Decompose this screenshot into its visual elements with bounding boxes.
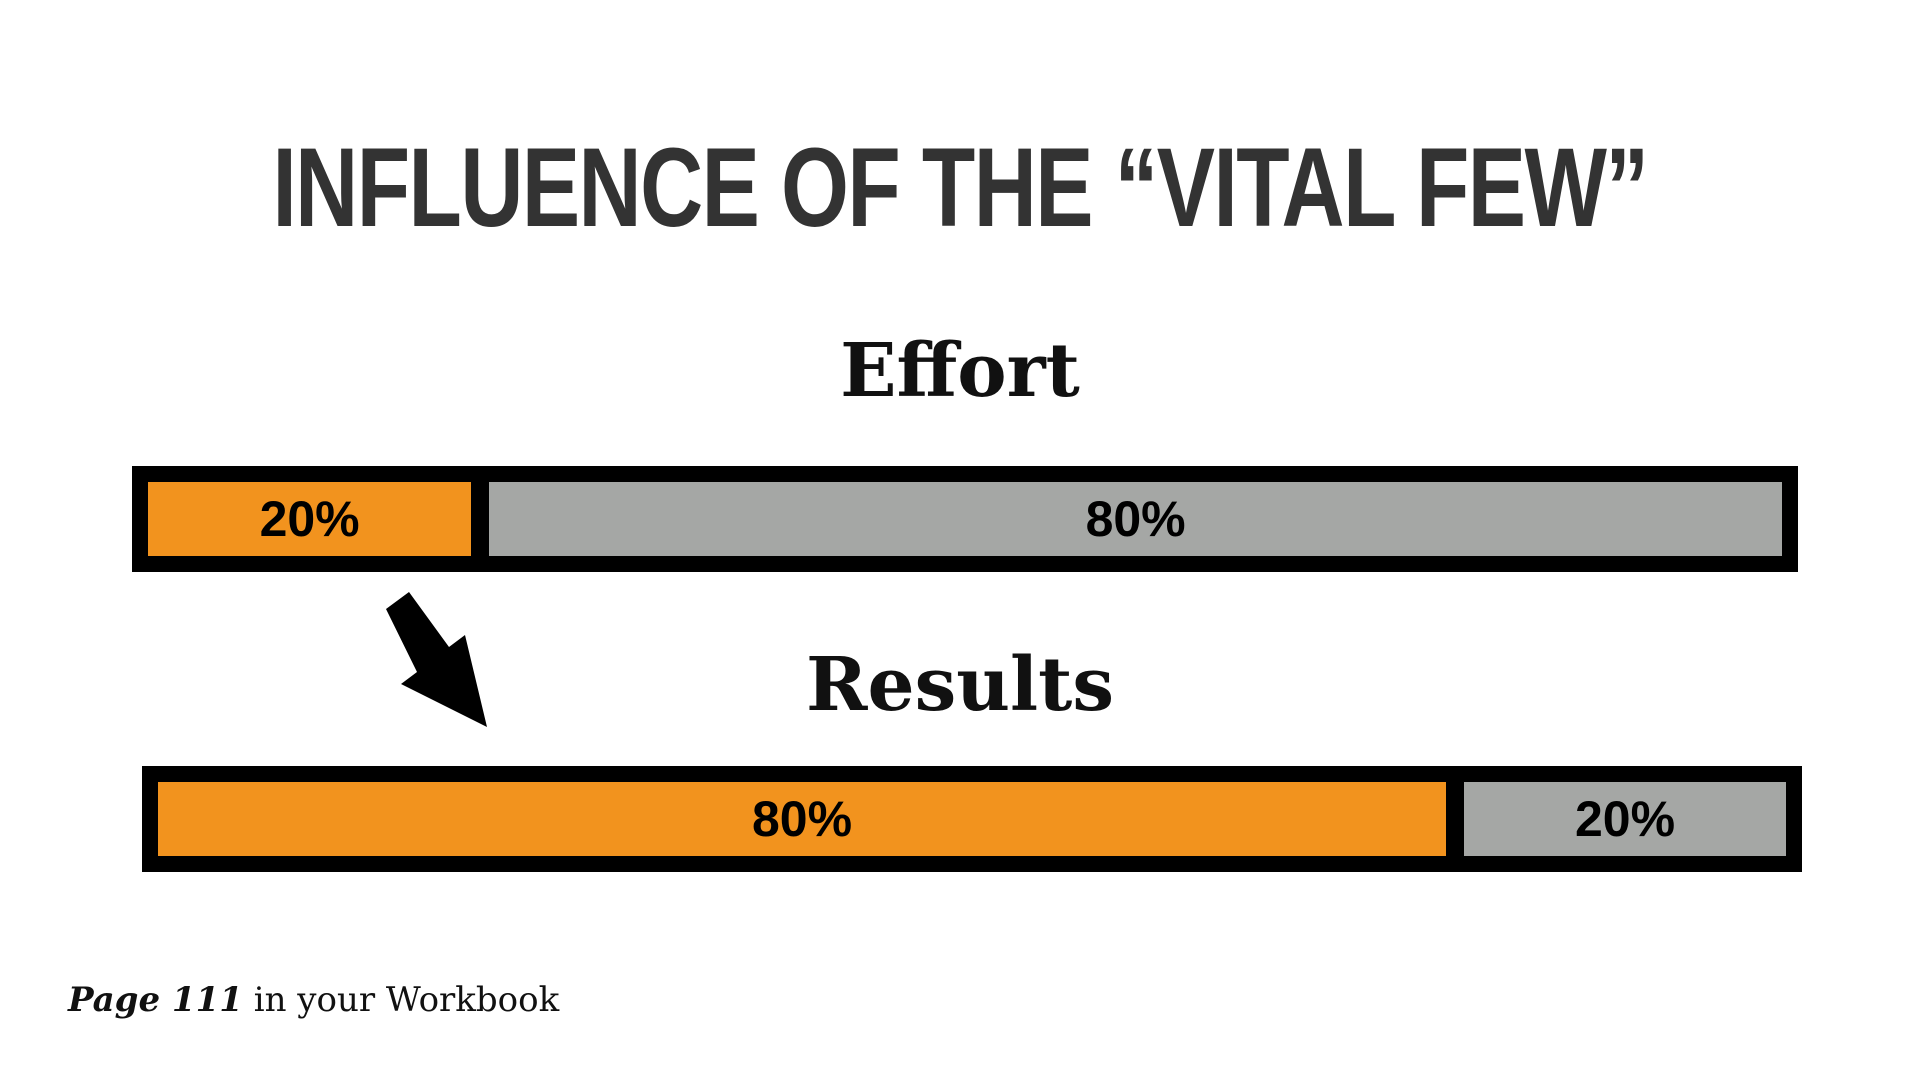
- slide-title: INFLUENCE OF THE “VITAL FEW”: [272, 125, 1649, 250]
- effort-segment-vital-few: 20%: [148, 482, 472, 556]
- results-bar: 80% 20%: [142, 766, 1802, 872]
- results-heading: Results: [806, 642, 1114, 728]
- page-reference: Page 111: [68, 980, 243, 1020]
- workbook-reference: Page 111 in your Workbook: [68, 975, 559, 1025]
- effort-heading: Effort: [840, 328, 1080, 414]
- arrow-down-right-icon: [386, 592, 487, 727]
- results-segment-vital-few: 80%: [158, 782, 1446, 856]
- effort-segment-trivial-many: 80%: [489, 482, 1782, 556]
- results-segment-trivial-many: 20%: [1464, 782, 1786, 856]
- effort-bar: 20% 80%: [132, 466, 1798, 572]
- workbook-reference-text: in your Workbook: [242, 980, 560, 1020]
